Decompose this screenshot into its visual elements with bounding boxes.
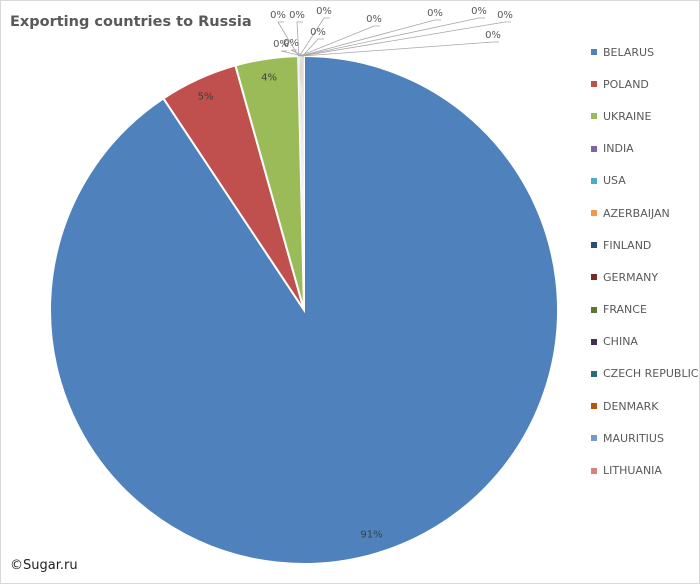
legend-swatch [591, 435, 597, 442]
legend-item-ukraine: UKRAINE [591, 100, 699, 132]
data-label-india: 0% [270, 10, 286, 21]
legend-label: MAURITIUS [603, 431, 664, 445]
leader-line-mauritius [280, 50, 304, 57]
legend-swatch [591, 403, 597, 410]
legend-label: AZERBAIJAN [603, 206, 670, 220]
leader-line-china [301, 21, 511, 57]
leader-line-denmark [302, 38, 324, 57]
legend-label: INDIA [603, 142, 634, 156]
data-label-china: 0% [497, 10, 513, 21]
data-label-czech-republic: 0% [485, 30, 501, 41]
leader-line-india [277, 21, 299, 57]
legend-item-usa: USA [591, 165, 699, 197]
legend-item-germany: GERMANY [591, 261, 699, 293]
leader-line-finland [299, 25, 380, 57]
legend-label: BELARUS [603, 45, 655, 59]
chart-legend: BELARUS POLAND UKRAINE INDIA USA AZERBAIJAN FI… [591, 36, 699, 487]
legend-label: GERMANY [603, 270, 659, 284]
legend-item-finland: FINLAND [591, 229, 699, 261]
data-label-belarus: 91% [360, 530, 382, 541]
legend-label: LITHUANIA [603, 464, 662, 478]
leader-line-usa [296, 21, 303, 57]
data-label-finland: 0% [366, 14, 382, 25]
legend-item-france: FRANCE [591, 294, 699, 326]
data-label-france: 0% [471, 6, 487, 17]
data-label-denmark: 0% [310, 27, 326, 38]
legend-label: DENMARK [603, 399, 659, 413]
legend-label: POLAND [603, 77, 649, 91]
legend-swatch [591, 145, 597, 152]
legend-label: FRANCE [603, 303, 647, 317]
legend-swatch [591, 113, 597, 120]
leader-line-germany [300, 19, 441, 57]
data-label-azerbaijan: 0% [316, 6, 332, 17]
legend-item-india: INDIA [591, 133, 699, 165]
legend-swatch [591, 467, 597, 474]
legend-label: USA [603, 174, 626, 188]
leader-line-france [300, 17, 485, 57]
legend-item-czech-republic: CZECH REPUBLIC [591, 358, 699, 390]
data-label-germany: 0% [427, 8, 443, 19]
legend-swatch [591, 81, 597, 88]
legend-label: FINLAND [603, 238, 652, 252]
legend-label: CHINA [603, 335, 638, 349]
legend-swatch [591, 306, 597, 313]
legend-item-azerbaijan: AZERBAIJAN [591, 197, 699, 229]
data-label-usa: 0% [289, 10, 305, 21]
chart-title: Exporting countries to Russia [10, 14, 252, 30]
legend-item-poland: POLAND [591, 68, 699, 100]
legend-swatch [591, 274, 597, 281]
legend-item-denmark: DENMARK [591, 390, 699, 422]
legend-swatch [591, 242, 597, 249]
data-label-ukraine: 4% [261, 72, 277, 83]
legend-item-china: CHINA [591, 326, 699, 358]
legend-swatch [591, 49, 597, 56]
legend-item-mauritius: MAURITIUS [591, 422, 699, 454]
legend-label: UKRAINE [603, 109, 652, 123]
legend-item-lithuania: LITHUANIA [591, 454, 699, 486]
leader-line-lithuania [290, 49, 304, 57]
leader-line-czech-republic [302, 41, 499, 57]
source-credit: ©Sugar.ru [10, 558, 78, 573]
legend-swatch [591, 210, 597, 217]
data-label-lithuania: 0% [283, 38, 299, 49]
leader-line-azerbaijan [299, 17, 330, 57]
legend-swatch [591, 370, 597, 377]
legend-swatch [591, 338, 597, 345]
legend-swatch [591, 177, 597, 184]
legend-item-belarus: BELARUS [591, 36, 699, 68]
data-label-mauritius: 0% [273, 39, 289, 50]
legend-label: CZECH REPUBLIC [603, 367, 699, 381]
data-label-poland: 5% [198, 91, 214, 102]
